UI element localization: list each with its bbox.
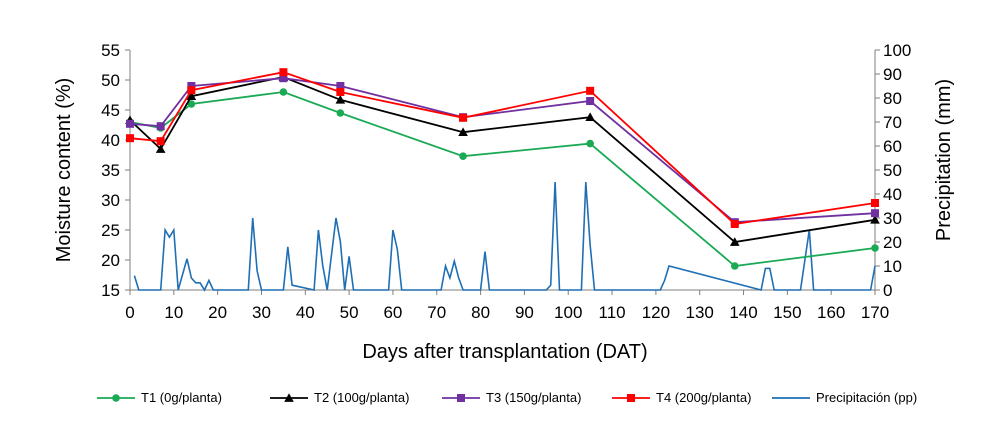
x-tick-label: 80 [471,303,490,322]
legend-swatch-marker [112,394,120,402]
legend-swatch-marker [457,394,465,402]
data-point [336,88,345,96]
legend-label: T3 (150g/planta) [486,390,581,405]
data-point [871,209,879,218]
data-point [187,82,196,90]
x-tick-label: 100 [554,303,582,322]
legend-swatch-marker [627,394,635,402]
y2-tick-label: 0 [883,281,892,300]
series-line [133,181,876,292]
x-tick-label: 130 [686,303,714,322]
y-tick-label: 25 [101,221,120,240]
y-tick-label: 35 [101,161,120,180]
x-tick-label: 110 [599,303,626,322]
legend-entry: Precipitación (pp) [772,390,917,405]
series-precipitaci-n-pp [133,181,876,292]
data-point [586,97,595,105]
y-tick-label: 45 [101,101,120,120]
x-tick-label: 40 [296,303,315,322]
y2-tick-label: 20 [883,233,902,252]
x-tick-label: 30 [252,303,271,322]
y2-tick-label: 10 [883,257,902,276]
y2-axis-title: Precipitation (mm) [933,79,955,241]
data-point [729,237,740,246]
x-tick-label: 160 [817,303,845,322]
data-point [336,109,345,117]
series-line [129,76,876,243]
data-point [187,86,196,95]
legend-label: Precipitación (pp) [816,390,917,405]
x-tick-label: 20 [208,303,227,322]
data-point [279,88,288,96]
data-point [186,91,197,101]
legend-label: T4 (200g/planta) [656,390,751,405]
data-point [458,127,468,137]
series-t1-0g-planta [126,88,879,270]
data-point [279,68,288,77]
y-tick-label: 50 [101,71,120,90]
series-line [129,91,876,267]
y2-tick-label: 80 [883,89,902,108]
data-point [335,95,346,104]
data-point [126,134,134,143]
y-tick-label: 30 [101,191,120,210]
series-line [129,71,876,225]
legend-entry: T2 (100g/planta) [270,390,409,405]
x-axis-title: Days after transplantation (DAT) [362,341,647,363]
y2-tick-label: 30 [883,209,902,228]
y2-tick-label: 90 [883,65,902,84]
data-point [586,86,595,95]
legend-label: T1 (0g/planta) [141,390,222,405]
data-point [156,122,165,131]
x-tick-label: 50 [340,303,359,322]
data-point [336,82,345,90]
data-point [459,113,468,122]
data-point [870,215,880,224]
y-tick-label: 15 [101,281,120,300]
x-tick-label: 0 [125,303,134,322]
data-point [730,262,739,270]
x-tick-label: 60 [383,303,402,322]
y-axis-title: Moisture content (%) [53,78,75,263]
legend-entry: T4 (200g/planta) [612,390,751,405]
y-tick-label: 55 [101,41,120,60]
data-point [156,137,165,146]
data-point [279,74,288,83]
data-point [871,244,879,252]
data-point [586,139,594,148]
y2-tick-label: 70 [883,113,902,132]
legend-entry: T3 (150g/planta) [442,390,581,405]
legend-swatch-marker [284,393,294,402]
legend-label: T2 (100g/planta) [314,390,409,405]
axes: 1520253035404550550102030405060708090100… [101,41,911,322]
y2-tick-label: 100 [883,41,911,60]
data-point [155,144,166,153]
data-point [871,199,879,207]
y-tick-label: 20 [101,251,120,270]
data-point [585,112,595,122]
data-point [126,119,134,128]
x-tick-label: 10 [164,303,183,322]
series-t4-200g-planta [126,68,879,228]
y2-tick-label: 60 [883,137,902,156]
x-tick-label: 170 [861,303,889,322]
x-tick-label: 70 [427,303,446,322]
x-tick-label: 120 [642,303,670,322]
data-point [187,100,196,108]
y-tick-label: 40 [101,131,120,150]
data-point [730,220,739,228]
x-tick-label: 90 [515,303,534,322]
y2-tick-label: 40 [883,185,902,204]
y2-tick-label: 50 [883,161,902,180]
data-point [459,152,467,160]
x-tick-label: 150 [773,303,801,322]
series-layer [125,68,880,292]
series-line [129,77,876,224]
legend-entry: T1 (0g/planta) [97,390,222,405]
legend: T1 (0g/planta) T2 (100g/planta) T3 (150g/p… [97,390,917,405]
x-tick-label: 140 [729,303,757,322]
